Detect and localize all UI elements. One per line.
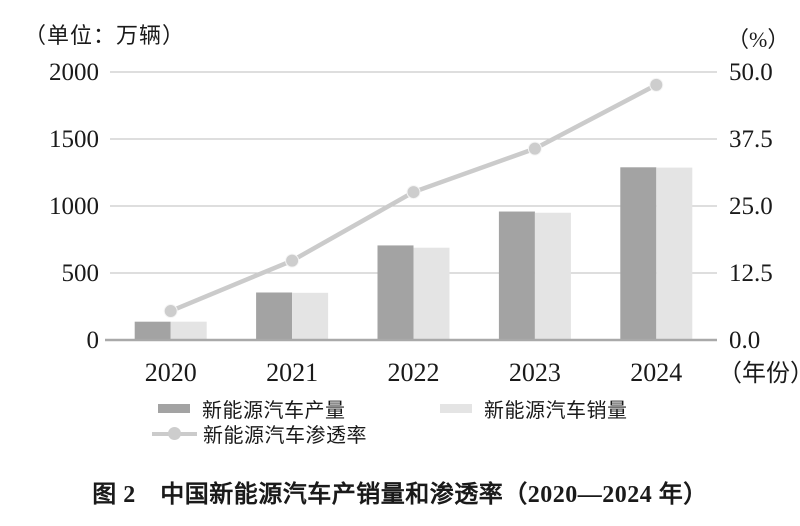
left-axis-tick-label: 500 bbox=[62, 260, 100, 287]
x-axis-tick-label: 2022 bbox=[388, 358, 440, 387]
legend-item-sales: 新能源汽车销量 bbox=[440, 394, 628, 423]
x-axis-tick-label: 2024 bbox=[630, 358, 682, 387]
sales-bar-2023 bbox=[534, 212, 571, 340]
legend-label-production: 新能源汽车产量 bbox=[202, 400, 346, 422]
right-axis-tick-label: 0.0 bbox=[729, 327, 760, 354]
legend-item-production: 新能源汽车产量 bbox=[158, 394, 346, 423]
sales-bar-2024 bbox=[656, 167, 693, 340]
left-axis-tick-label: 1500 bbox=[49, 126, 99, 153]
right-axis-unit-label: （%） bbox=[727, 27, 790, 52]
legend-item-penetration: 新能源汽车渗透率 bbox=[152, 419, 367, 448]
figure-caption: 图 2 中国新能源汽车产销量和渗透率（2020—2024 年） bbox=[92, 482, 708, 508]
production-bar-2024 bbox=[620, 167, 657, 340]
production-bar-2022 bbox=[377, 245, 414, 340]
production-bar-2023 bbox=[498, 211, 535, 340]
legend-label-sales: 新能源汽车销量 bbox=[484, 400, 628, 422]
penetration-marker-icon bbox=[168, 426, 181, 440]
left-axis-tick-label: 0 bbox=[87, 327, 100, 354]
penetration-marker-2023 bbox=[527, 141, 542, 156]
penetration-marker-2021 bbox=[285, 253, 300, 268]
production-bar-2021 bbox=[256, 292, 293, 340]
left-axis-unit-label: （单位：万辆） bbox=[24, 23, 186, 48]
sales-bar-2022 bbox=[413, 247, 450, 340]
penetration-marker-2022 bbox=[406, 185, 421, 200]
left-axis-tick-label: 1000 bbox=[49, 193, 99, 220]
combo-chart: 2000 1500 1000 500 0 50.0 37.5 25.0 12.5 0.0 2020 2… bbox=[49, 59, 800, 387]
x-axis-year-suffix-label: （年份） bbox=[718, 360, 800, 387]
right-axis-tick-label: 12.5 bbox=[729, 260, 773, 287]
right-axis-tick-label: 25.0 bbox=[729, 193, 773, 220]
left-axis-tick-label: 2000 bbox=[49, 59, 99, 86]
penetration-marker-2020 bbox=[163, 304, 178, 319]
right-axis-tick-label: 50.0 bbox=[729, 59, 773, 86]
penetration-line-swatch-icon bbox=[152, 426, 197, 441]
chart-legend: 新能源汽车产量 新能源汽车销量 新能源汽车渗透率 bbox=[0, 0, 800, 447]
x-axis-tick-label: 2023 bbox=[509, 358, 561, 387]
penetration-marker-2024 bbox=[649, 77, 664, 92]
sales-bar-2020 bbox=[170, 321, 207, 340]
production-bar-2020 bbox=[134, 321, 171, 340]
sales-bar-swatch-icon bbox=[440, 404, 472, 413]
right-axis-tick-label: 37.5 bbox=[729, 126, 773, 153]
x-axis-tick-label: 2020 bbox=[145, 358, 197, 387]
sales-bar-2021 bbox=[292, 292, 329, 340]
legend-label-penetration: 新能源汽车渗透率 bbox=[203, 425, 367, 447]
production-bar-swatch-icon bbox=[158, 404, 190, 413]
x-axis-tick-label: 2021 bbox=[266, 358, 318, 387]
